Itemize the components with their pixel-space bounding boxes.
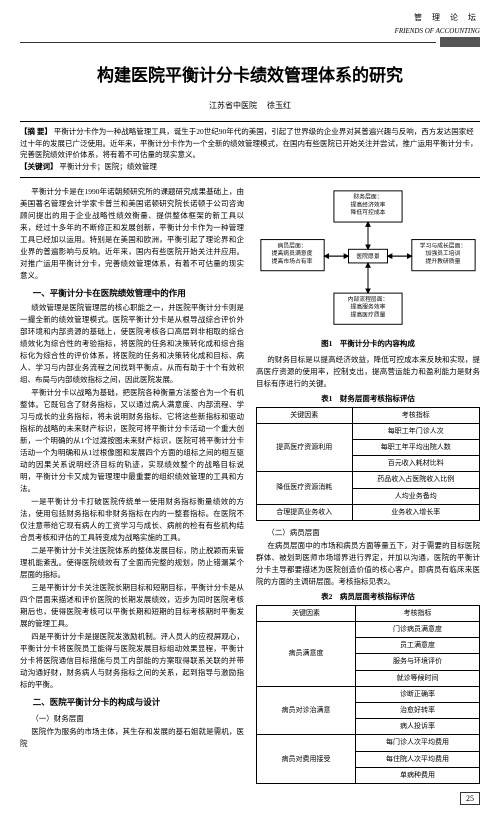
- para: 平衡计分卡是在1990年诺朝频研究所的课题研究成果基础上，由美国著名管理会计学家…: [20, 186, 244, 282]
- td: 每职工年平均出院人数: [352, 439, 479, 455]
- page-number: 25: [460, 792, 480, 805]
- td: 每职工年门诊人次: [352, 423, 479, 439]
- svg-text:提高经济效率: 提高经济效率: [351, 200, 386, 208]
- svg-text:提升教研质量: 提升教研质量: [425, 256, 460, 264]
- fig-node-top: 财务层面：: [353, 192, 382, 200]
- svg-text:加强员工培训: 加强员工培训: [425, 249, 460, 257]
- td: 门诊病员满意度: [356, 622, 480, 638]
- body-columns: 平衡计分卡是在1990年诺朝频研究所的课题研究成果基础上，由美国著名管理会计学家…: [20, 186, 480, 784]
- para: 绩效管理是医院管理层的核心职能之一，并医院平衡计分卡则是一撮全新的绩效管理模式。…: [20, 302, 244, 386]
- table-1: 关键因素 考核指标 提高医疗资源利用 每职工年门诊人次 每职工年平均出院人数 百…: [256, 407, 480, 521]
- author-affil: 江苏省中医院: [209, 101, 257, 110]
- td: 病员对诊治满意: [257, 686, 356, 735]
- th: 关键因素: [257, 605, 356, 621]
- td: 合理提高业务收入: [257, 504, 353, 520]
- page-title: 构建医院平衡计分卡绩效管理体系的研究: [20, 61, 480, 86]
- td: 治愈好转率: [356, 703, 480, 719]
- table-1-caption: 表1 财务层面考核指标评估: [256, 393, 480, 405]
- figure-1-caption: 图1 平衡计分卡的内容构成: [256, 338, 480, 350]
- para: 一是平衡计分卡打破医院传统单一使用财务指标衡量绩效的方法，使用包括财务指标和非财…: [20, 496, 244, 544]
- td: 就诊等候时间: [356, 670, 480, 686]
- th: 关键因素: [257, 407, 353, 423]
- td: 业务收入增长率: [352, 504, 479, 520]
- td: 诊断正确率: [356, 686, 480, 702]
- keywords-text: 平衡计分卡；医院；绩效管理: [59, 162, 157, 171]
- fig-node-bottom: 内部流程层面：: [348, 294, 389, 302]
- svg-text:提高市场占有率: 提高市场占有率: [272, 256, 313, 264]
- keywords-label: 【关键词】: [20, 162, 58, 171]
- svg-text:提高医疗质量: 提高医疗质量: [351, 310, 386, 318]
- para: 二是平衡计分卡关注医院体系的整体发展目标，防止脱颖而来管理机能紊乱。使得医院绩效…: [20, 545, 244, 581]
- td: 病员满意度: [257, 622, 356, 687]
- h2: 二、医院平衡计分卡的构成与设计: [20, 696, 244, 710]
- abstract-text: 平衡计分卡作为一种战略管理工具，诞生于20世纪90年代的美国，引起了世界级的企业…: [20, 127, 478, 159]
- figure-1: 财务层面： 提高经济效率 降低可控成本 病员层面： 提高病员满意度 提高市场占有…: [256, 186, 480, 350]
- td: 人均业务备均: [352, 488, 479, 504]
- header-rule: [20, 37, 480, 47]
- abstract-block: 【摘 要】 平衡计分卡作为一种战略管理工具，诞生于20世纪90年代的美国，引起了…: [20, 121, 480, 178]
- section-title: 管 理 论 坛: [20, 12, 480, 23]
- svg-text:提高病员满意度: 提高病员满意度: [272, 249, 313, 257]
- td: 药品收入占医院收入比例: [352, 472, 479, 488]
- para: 医院作为服务的市场主体，其生存和发展的基石姐就是需机，医院: [20, 726, 244, 750]
- abstract-label: 【摘 要】: [20, 127, 52, 136]
- svg-text:降低可控成本: 降低可控成本: [351, 208, 386, 216]
- td: 员工满意度: [356, 638, 480, 654]
- para: 的财务目标是以提高经济效益，降低可控成本来反映和实现，提高医疗资源的使用率，控制…: [256, 354, 480, 390]
- fig-node-center: 医院愿景: [356, 252, 379, 260]
- fig-node-left: 病员层面：: [277, 241, 306, 249]
- td: 百元收入耗材比料: [352, 456, 479, 472]
- th: 考核指标: [352, 407, 479, 423]
- h2: 一、平衡计分卡在医院绩效管理中的作用: [20, 287, 244, 301]
- author-name: 徐玉红: [267, 101, 291, 110]
- h3: （一）财务层面: [20, 713, 244, 725]
- td: 每住院人次平均费用: [356, 751, 480, 767]
- section-sub: FRIENDS OF ACCOUNTING: [20, 27, 480, 35]
- table-2: 关键因素 考核指标 病员满意度 门诊病员满意度 员工满意度 服务与环境评价 就诊…: [256, 605, 480, 784]
- td: 降低医疗资源消耗: [257, 472, 353, 504]
- td: 病人投诉率: [356, 719, 480, 735]
- para: 在病员层面中的市场和病员方面等量五下，对于需要的目标医院群体、被划到医师市场增界…: [256, 540, 480, 588]
- para: 三是平衡计分卡关注医院长期目标和短期目标，平衡计分卡是从四个层面来描述和评价医院…: [20, 582, 244, 630]
- table-2-caption: 表2 病员层面考核指标评估: [256, 591, 480, 603]
- para: 四是平衡计分卡是提医院发激励机制。评人员人的应视屏观心，平衡计分卡将医院员工能得…: [20, 631, 244, 691]
- para: 平衡计分卡以战略为基础，把医院各种衡量方法整合为一个有机整体。它既包含了财务指标…: [20, 387, 244, 495]
- svg-text:提高服务效率: 提高服务效率: [351, 302, 386, 310]
- td: 服务与环境评价: [356, 654, 480, 670]
- h3: （二）病员层面: [256, 527, 480, 539]
- author-line: 江苏省中医院 徐玉红: [20, 100, 480, 111]
- fig-node-right: 学习与成长层面：: [420, 241, 467, 249]
- td: 单病种费用: [356, 767, 480, 783]
- td: 病员对费用接受: [257, 735, 356, 784]
- th: 考核指标: [356, 605, 480, 621]
- td: 提高医疗资源利用: [257, 423, 353, 472]
- td: 每门诊人次平均费用: [356, 735, 480, 751]
